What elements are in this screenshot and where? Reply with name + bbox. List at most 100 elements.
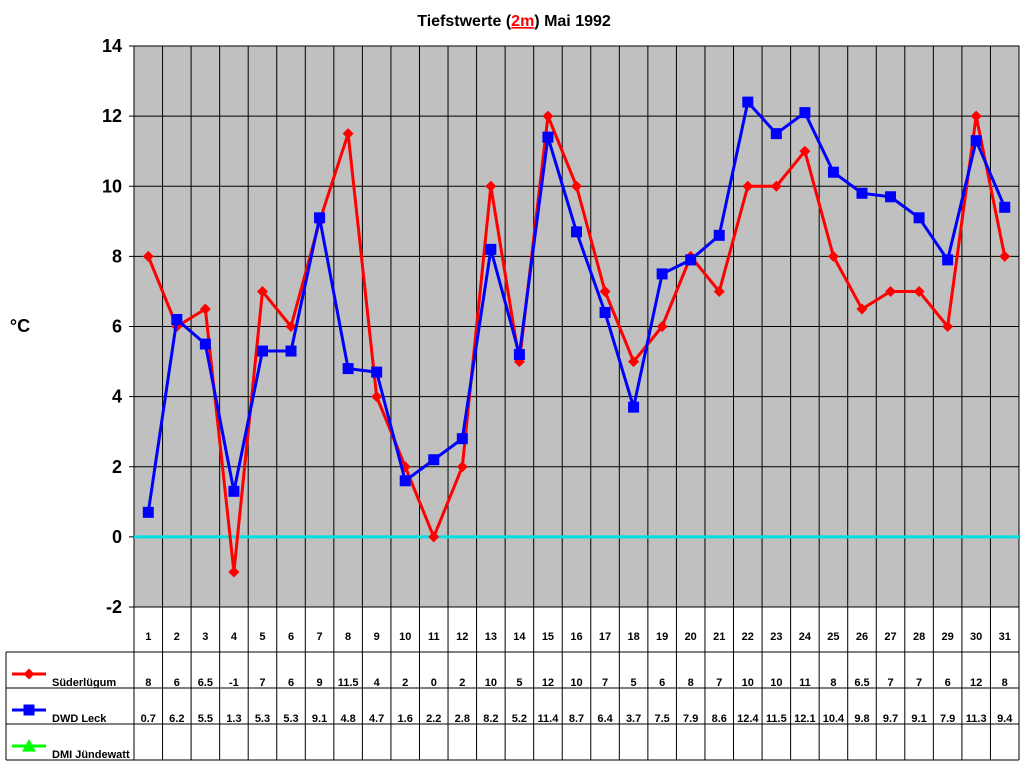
x-tick-label: 17 [599,631,611,643]
data-point-dwd-leck [628,401,640,413]
data-point-dwd-leck [999,201,1011,213]
x-tick-label: 19 [656,631,668,643]
data-label-dwd-leck: 9.1 [312,713,327,725]
legend-label-dwd-leck: DWD Leck [52,713,107,725]
x-tick-label: 24 [799,631,812,643]
x-tick-label: 27 [884,631,896,643]
data-label-süderlügum: 7 [916,677,922,689]
data-point-süderlügum [770,180,782,192]
data-point-dwd-leck [571,226,582,238]
data-point-süderlügum [342,128,354,140]
data-label-dwd-leck: 5.2 [512,713,527,725]
data-point-dwd-leck [456,433,468,445]
data-point-süderlügum [656,321,668,332]
data-label-dwd-leck: 7.5 [654,713,669,725]
legend-marker-süderlügum [23,668,35,680]
data-label-dwd-leck: 8.6 [712,713,727,725]
data-label-süderlügum: 2 [459,677,465,689]
data-point-süderlügum [485,180,497,192]
data-point-dwd-leck [770,128,782,140]
y-tick-label: 12 [102,106,122,126]
data-label-süderlügum: 2 [402,677,408,689]
data-point-süderlügum [799,145,811,157]
data-point-süderlügum [199,303,211,315]
x-tick-label: 29 [942,631,954,643]
data-label-süderlügum: 6 [288,677,294,689]
y-tick-label: 8 [112,246,122,266]
data-label-dwd-leck: 2.8 [455,713,470,725]
data-point-süderlügum [628,356,640,368]
data-label-süderlügum: 0 [431,677,437,689]
data-label-dwd-leck: 7.9 [683,713,698,725]
data-label-süderlügum: 8 [145,677,151,689]
data-point-süderlügum [999,250,1011,262]
data-label-dwd-leck: 3.7 [626,713,641,725]
x-tick-label: 14 [513,631,526,643]
data-point-süderlügum [970,110,982,122]
x-tick-label: 31 [999,631,1011,643]
x-tick-label: 28 [913,631,925,643]
x-tick-label: 18 [627,631,639,643]
data-point-süderlügum [142,250,154,262]
data-point-dwd-leck [827,166,839,178]
data-label-dwd-leck: 5.5 [198,713,213,725]
data-point-dwd-leck [199,338,211,350]
data-point-süderlügum [285,321,297,332]
x-tick-label: 15 [542,631,554,643]
data-label-dwd-leck: 9.4 [997,713,1013,725]
data-label-süderlügum: 6 [945,677,951,689]
data-label-süderlügum: 8 [1002,677,1008,689]
data-point-süderlügum [228,566,240,578]
data-label-dwd-leck: 9.7 [883,713,898,725]
chart-title: Tiefstwerte (2m) Mai 1992 [417,13,611,30]
data-point-dwd-leck [256,345,268,357]
x-tick-label: 9 [374,631,380,643]
data-label-süderlügum: 10 [742,677,754,689]
data-label-süderlügum: 11.5 [338,677,359,689]
data-point-dwd-leck [656,268,668,280]
data-label-dwd-leck: 0.7 [141,713,156,725]
data-point-süderlügum [827,250,839,262]
x-tick-label: 1 [145,631,151,643]
data-label-süderlügum: 7 [602,677,608,689]
data-label-süderlügum: 6 [174,677,180,689]
data-point-süderlügum [428,531,440,543]
data-point-süderlügum [885,285,897,297]
x-tick-label: 2 [174,631,180,643]
data-label-dwd-leck: 10.4 [823,713,845,725]
data-label-dwd-leck: 5.3 [255,713,270,725]
data-label-süderlügum: 9 [317,677,323,689]
data-label-süderlügum: 7 [716,677,722,689]
y-tick-label: 2 [112,457,122,477]
data-label-süderlügum: 7 [259,677,265,689]
data-label-dwd-leck: 8.2 [483,713,498,725]
data-point-dwd-leck [342,363,354,375]
data-label-dwd-leck: 12.4 [737,713,759,725]
data-point-süderlügum [571,180,582,192]
data-point-dwd-leck [371,366,383,378]
data-point-süderlügum [913,285,925,297]
data-point-dwd-leck [685,254,697,266]
data-point-dwd-leck [942,254,954,266]
y-tick-label: 0 [112,527,122,547]
x-tick-label: 7 [317,631,323,643]
x-tick-label: 22 [742,631,754,643]
data-label-süderlügum: 11 [799,677,811,689]
data-label-süderlügum: -1 [229,677,239,689]
legend-label-süderlügum: Süderlügum [52,677,116,689]
data-label-dwd-leck: 6.4 [597,713,613,725]
data-point-dwd-leck [513,349,525,361]
data-label-süderlügum: 6.5 [854,677,869,689]
data-label-dwd-leck: 1.6 [398,713,413,725]
data-point-dwd-leck [399,475,411,487]
data-point-dwd-leck [856,187,868,199]
x-tick-label: 10 [399,631,411,643]
data-label-süderlügum: 10 [485,677,497,689]
data-label-dwd-leck: 7.9 [940,713,955,725]
x-tick-label: 16 [570,631,582,643]
data-label-süderlügum: 7 [887,677,893,689]
data-label-süderlügum: 5 [516,677,522,689]
data-point-süderlügum [256,285,268,297]
data-point-dwd-leck [428,454,440,466]
